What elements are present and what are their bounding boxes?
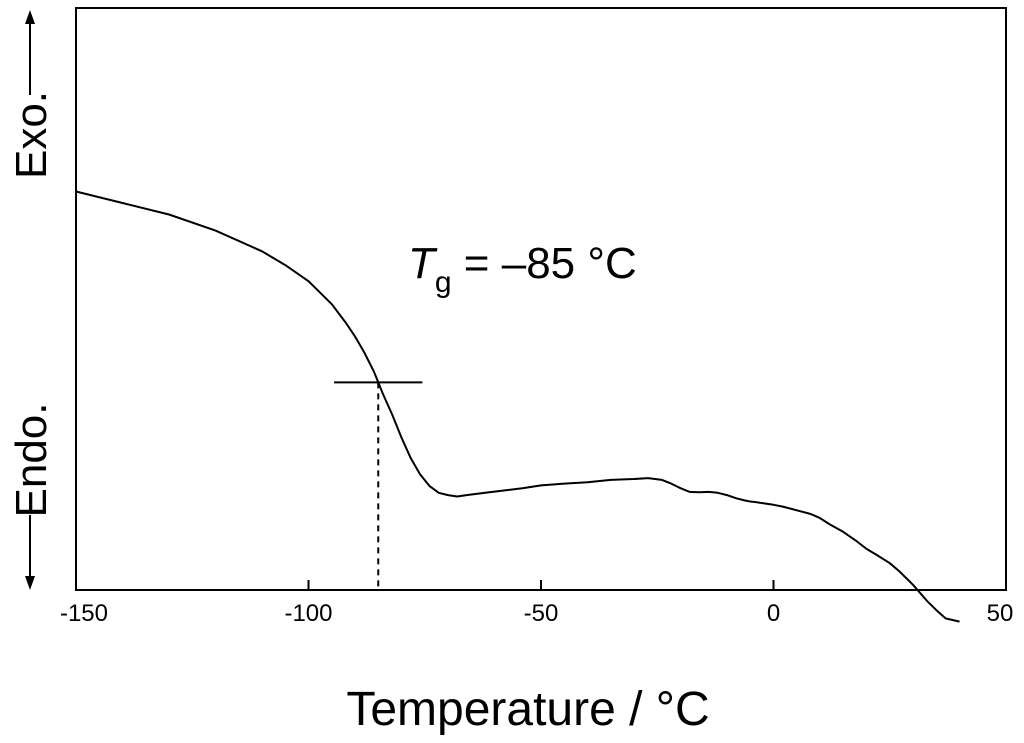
plot-frame bbox=[75, 7, 1007, 591]
dsc-curve bbox=[75, 190, 960, 623]
x-tick-label: -150 bbox=[60, 600, 108, 627]
x-tick-label: -50 bbox=[524, 600, 559, 627]
exo-label-group: Exo. bbox=[7, 10, 56, 179]
tg-value-text: = –85 °C bbox=[452, 239, 637, 288]
tg-annotation: Tg = –85 °C bbox=[408, 239, 637, 299]
x-tick-label: -100 bbox=[284, 600, 332, 627]
down-arrow-icon bbox=[25, 576, 35, 590]
x-tick-label: 0 bbox=[767, 600, 780, 627]
x-axis-tick-labels: -150 -100 -50 0 50 bbox=[60, 600, 1013, 627]
exo-label: Exo. bbox=[7, 91, 56, 179]
endo-label: Endo. bbox=[7, 403, 56, 518]
x-axis-ticks bbox=[75, 580, 1007, 590]
tg-subscript: g bbox=[435, 266, 452, 299]
tg-symbol: T bbox=[408, 239, 438, 288]
x-tick-label: 50 bbox=[987, 600, 1014, 627]
x-axis-title: Temperature / °C bbox=[346, 683, 709, 736]
endo-label-group: Endo. bbox=[7, 403, 56, 590]
up-arrow-icon bbox=[25, 10, 35, 24]
